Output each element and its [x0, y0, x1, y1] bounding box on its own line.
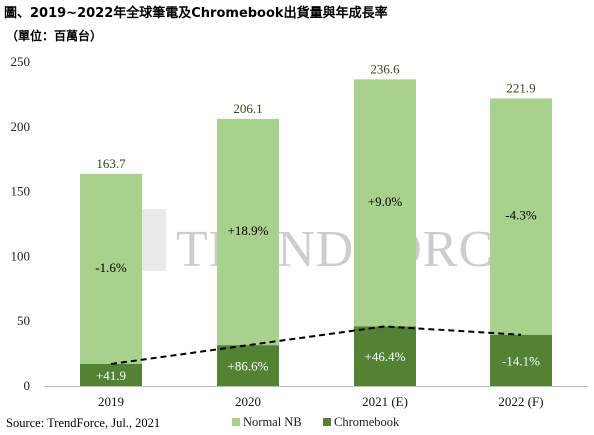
normal-nb-growth-label: -4.3% — [505, 208, 537, 223]
chromebook-growth-label: +46.4% — [365, 349, 406, 364]
chromebook-growth-label: +41.9 — [96, 368, 126, 383]
bar-chromebook — [490, 334, 552, 386]
bar-chromebook — [354, 326, 416, 386]
normal-nb-growth-label: +18.9% — [228, 223, 269, 238]
y-tick-label: 0 — [24, 378, 31, 393]
x-category-label: 2019 — [98, 394, 124, 409]
bar-normal-nb — [80, 173, 142, 364]
chromebook-growth-label: +86.6% — [228, 359, 269, 374]
chart-title: 圖、2019~2022年全球筆電及Chromebook出貨量與年成長率 — [4, 6, 388, 21]
bar-chromebook — [217, 345, 279, 386]
bar-normal-nb — [217, 118, 279, 346]
bar-total-label: 236.6 — [370, 61, 400, 76]
bar-total-label: 206.1 — [233, 101, 262, 116]
chromebook-trend-line — [110, 325, 522, 365]
source-note: Source: TrendForce, Jul., 2021 — [6, 416, 161, 430]
y-tick-label: 250 — [11, 54, 31, 69]
bar-total-label: 221.9 — [506, 80, 535, 95]
normal-nb-growth-label: -1.6% — [95, 260, 127, 275]
y-tick-label: 100 — [11, 248, 31, 263]
x-category-label: 2020 — [235, 394, 261, 409]
bar-chromebook — [80, 363, 142, 386]
legend-swatch-normal-nb — [232, 418, 240, 426]
legend-label-chromebook: Chromebook — [334, 415, 400, 429]
x-category-label: 2022 (F) — [498, 394, 543, 409]
x-category-label: 2021 (E) — [362, 394, 408, 409]
unit-label: （單位：百萬台） — [6, 29, 103, 43]
y-tick-label: 150 — [11, 184, 31, 199]
bar-normal-nb — [490, 98, 552, 335]
chromebook-growth-label: -14.1% — [502, 353, 540, 368]
y-tick-label: 50 — [17, 313, 30, 328]
bar-normal-nb — [354, 79, 416, 327]
bar-total-label: 163.7 — [96, 156, 126, 171]
normal-nb-growth-label: +9.0% — [368, 194, 403, 209]
legend-swatch-chromebook — [323, 418, 331, 426]
y-tick-label: 200 — [11, 119, 31, 134]
legend-label-normal-nb: Normal NB — [243, 415, 302, 429]
